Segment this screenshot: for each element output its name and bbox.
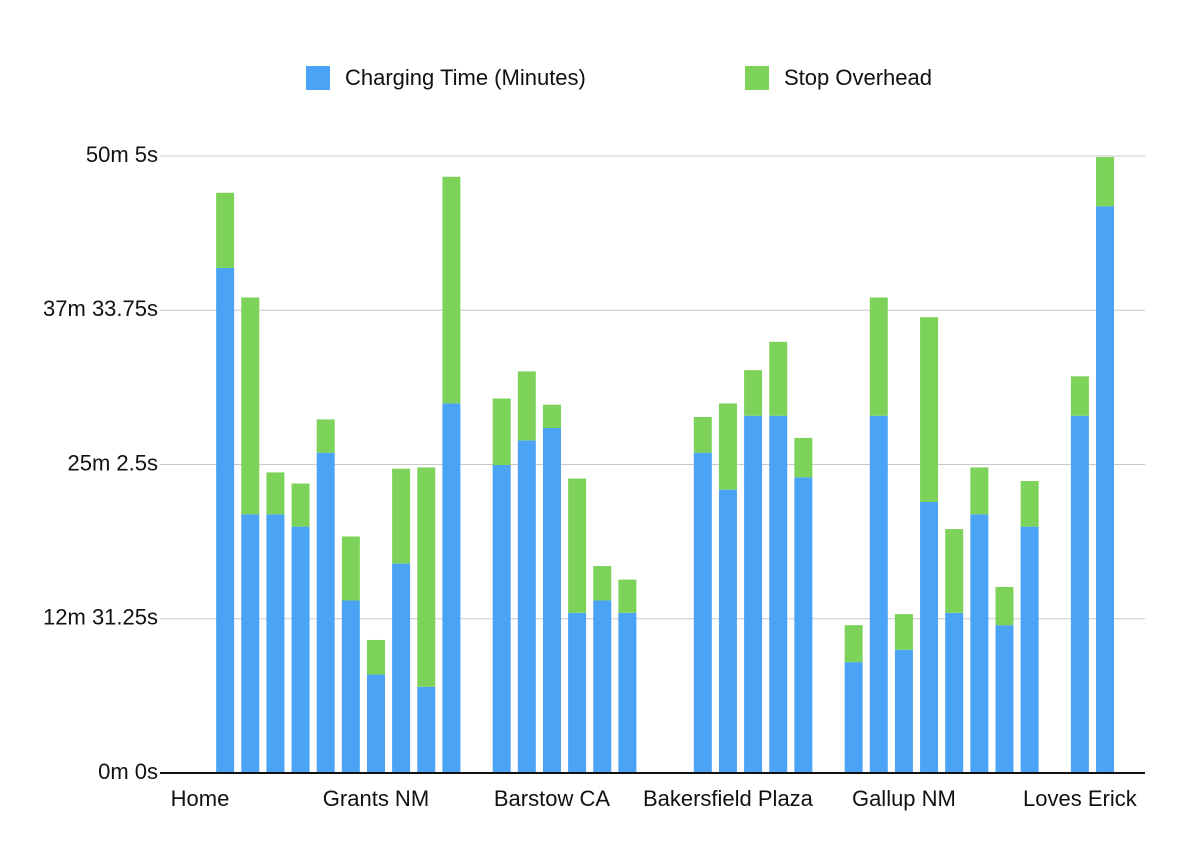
bar-segment: [216, 267, 235, 773]
bar-segment: [366, 639, 385, 675]
bar-segment: [894, 649, 913, 773]
bar-segment: [542, 404, 561, 429]
bar-segment: [542, 428, 561, 773]
bar-segment: [392, 563, 411, 773]
legend-swatch: [306, 66, 330, 90]
bar-segment: [995, 586, 1014, 626]
bar-segment: [718, 403, 737, 490]
bar-segment: [844, 662, 863, 773]
y-tick-label: 12m 31.25s: [43, 605, 158, 630]
bar-segment: [1020, 526, 1039, 773]
y-tick-label: 25m 2.5s: [68, 450, 159, 475]
bar-segment: [945, 529, 964, 613]
bar-segment: [341, 600, 360, 773]
bar-segment: [744, 415, 763, 773]
bar-segment: [1020, 481, 1039, 527]
bar-segment: [995, 625, 1014, 773]
bar-segment: [316, 419, 335, 453]
bar-segment: [920, 501, 939, 773]
x-tick-label: Barstow CA: [494, 786, 610, 811]
bar-segment: [316, 452, 335, 773]
y-tick-label: 37m 33.75s: [43, 296, 158, 321]
bar-segment: [769, 415, 788, 773]
legend-label: Stop Overhead: [784, 65, 932, 90]
bar-segment: [744, 370, 763, 416]
bar-segment: [920, 317, 939, 502]
bar-segment: [970, 514, 989, 773]
bar-segment: [718, 489, 737, 773]
bar-segment: [241, 514, 260, 773]
bar-segment: [693, 452, 712, 773]
bar-segment: [945, 612, 964, 773]
bar-segment: [593, 600, 612, 773]
bar-segment: [894, 614, 913, 650]
bar-segment: [794, 437, 813, 478]
bar-segment: [1070, 415, 1089, 773]
bar-segment: [1070, 376, 1089, 416]
bar-segment: [241, 297, 260, 515]
x-tick-label: Loves Erick: [1023, 786, 1138, 811]
bar-segment: [492, 398, 511, 466]
bar-segment: [417, 467, 436, 687]
bar-segment: [568, 478, 587, 613]
bar-segment: [618, 612, 637, 773]
bar-segment: [216, 192, 235, 268]
bar-segment: [769, 341, 788, 416]
legend-label: Charging Time (Minutes): [345, 65, 586, 90]
bar-segment: [417, 686, 436, 773]
bar-segment: [291, 526, 310, 773]
bar-segment: [517, 371, 536, 441]
y-tick-label: 50m 5s: [86, 142, 158, 167]
bar-segment: [492, 465, 511, 773]
bar-segment: [266, 514, 285, 773]
bar-segment: [442, 176, 461, 404]
bar-segment: [442, 403, 461, 773]
bar-segment: [392, 468, 411, 564]
bar-segment: [970, 467, 989, 515]
bar-segment: [266, 472, 285, 515]
bar-segment: [618, 579, 637, 613]
bar-segment: [869, 297, 888, 416]
bar-segment: [517, 440, 536, 773]
bar-segment: [1096, 206, 1115, 773]
x-tick-label: Gallup NM: [852, 786, 956, 811]
bar-segment: [366, 674, 385, 773]
x-tick-label: Bakersfield Plaza: [643, 786, 814, 811]
bar-segment: [1096, 157, 1115, 207]
x-tick-label: Grants NM: [323, 786, 429, 811]
bar-segment: [869, 415, 888, 773]
legend-swatch: [745, 66, 769, 90]
bar-segment: [593, 566, 612, 601]
bar-segment: [844, 625, 863, 663]
bar-segment: [693, 416, 712, 453]
bar-segment: [568, 612, 587, 773]
bar-segment: [341, 536, 360, 601]
bar-segment: [794, 477, 813, 773]
y-tick-label: 0m 0s: [98, 759, 158, 784]
bar-segment: [291, 483, 310, 527]
x-tick-label: Home: [171, 786, 230, 811]
